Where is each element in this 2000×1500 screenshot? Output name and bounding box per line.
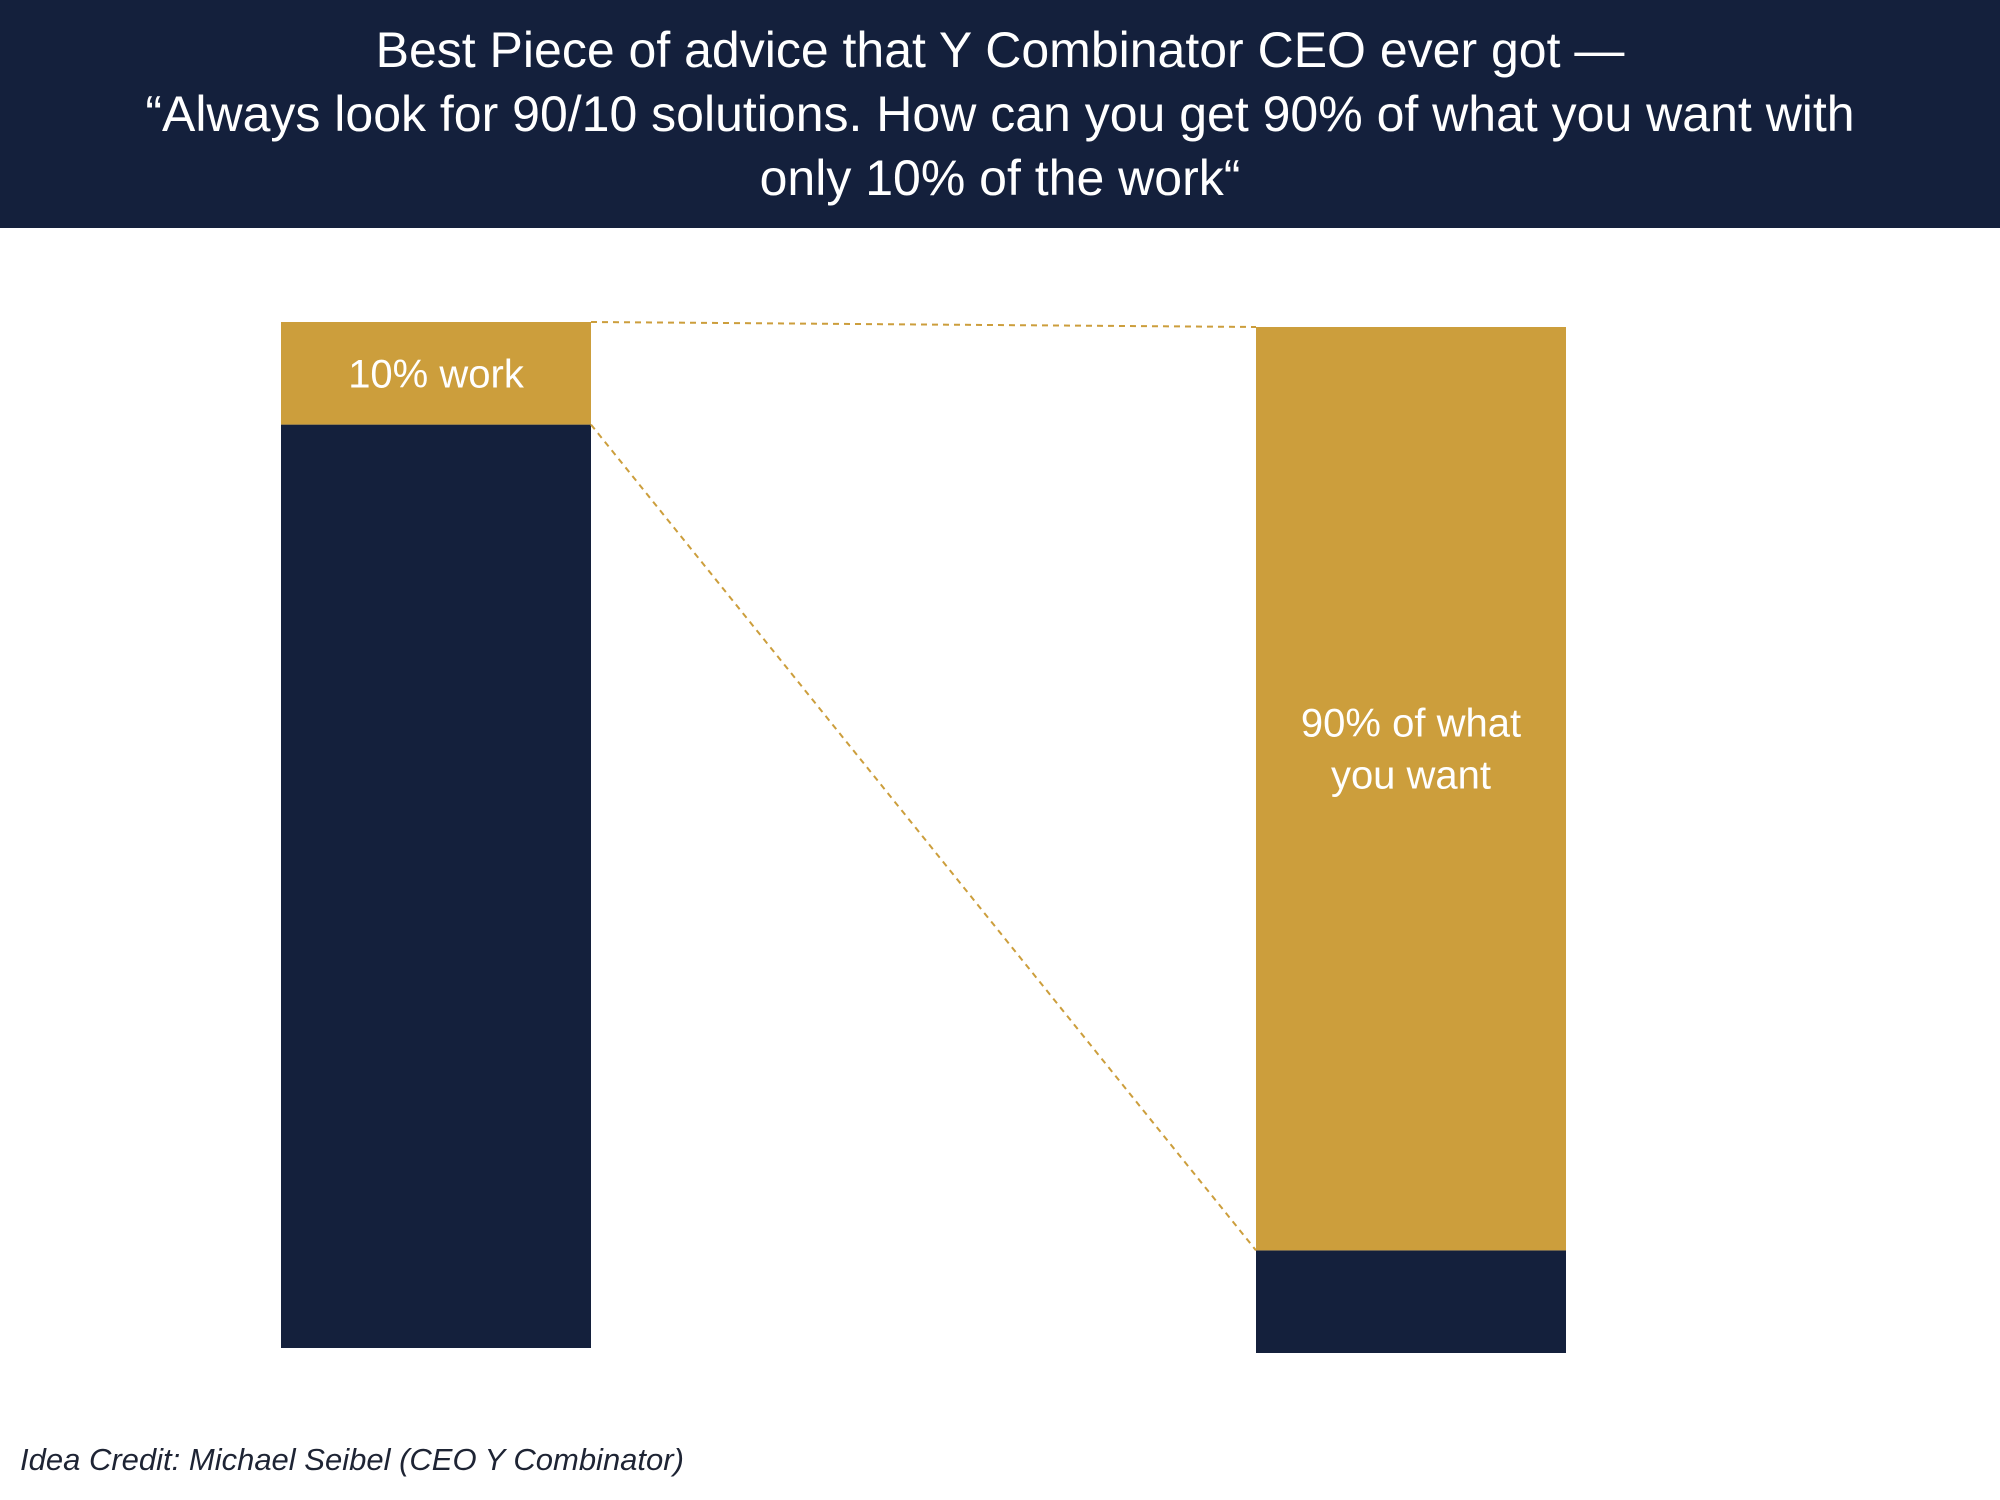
data-label-bar-1: 10% work <box>348 352 525 396</box>
data-label-bar-2: 90% of what you want <box>1301 702 1521 798</box>
data-label-line: you want <box>1331 754 1491 798</box>
title-line-2: “Always look for 90/10 solutions. How ca… <box>145 86 1855 142</box>
title-line-3: only 10% of the work“ <box>759 150 1241 206</box>
data-label-line: 10% work <box>348 352 525 396</box>
bar-2-segment-2 <box>1256 327 1566 1251</box>
connector-split-dashed-line <box>590 423 1257 1252</box>
connector-top-dashed-line <box>590 321 1257 328</box>
bar-1-segment-2 <box>281 322 591 425</box>
title-banner: Best Piece of advice that Y Combinator C… <box>0 0 2000 228</box>
title-line-1: Best Piece of advice that Y Combinator C… <box>375 22 1625 78</box>
idea-credit: Idea Credit: Michael Seibel (CEO Y Combi… <box>20 1442 684 1477</box>
bar-1-segment-1 <box>281 424 591 1349</box>
bar-2-segment-1 <box>1256 1250 1566 1353</box>
data-label-line: 90% of what <box>1301 702 1521 746</box>
